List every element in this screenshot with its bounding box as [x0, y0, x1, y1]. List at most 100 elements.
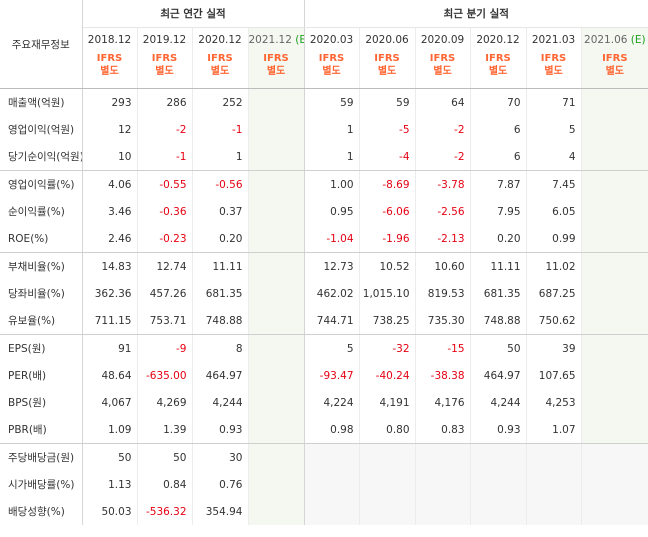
quarterly-value-cell: 0.93: [470, 416, 527, 444]
ifrs-line1: IFRS: [263, 53, 289, 64]
ifrs-label: IFRS 별도: [207, 51, 232, 78]
quarterly-value-cell: 4,253: [526, 389, 582, 416]
quarterly-value-cell: 6: [470, 116, 527, 143]
quarterly-value-cell: -4: [359, 143, 416, 171]
quarterly-value-cell: 1: [304, 143, 360, 171]
table-row: PER(배) 48.64 -635.00 464.97 -93.47 -40.24 -38.…: [0, 362, 648, 389]
annual-estimate-cell: [248, 334, 305, 362]
quarterly-value-cell: 12.73: [304, 252, 360, 280]
ifrs-label: IFRS 별도: [374, 51, 399, 78]
quarterly-value-cell: 735.30: [415, 307, 471, 335]
annual-estimate-cell: [248, 225, 305, 253]
annual-value-cell: 12: [82, 116, 138, 143]
row-label-header: 주요재무정보: [0, 0, 83, 89]
quarterly-estimate-cell: [581, 362, 648, 389]
annual-value-cell: 0.37: [192, 198, 249, 225]
ifrs-label: IFRS 별도: [152, 51, 177, 78]
annual-value-cell: 50.03: [82, 498, 138, 525]
quarterly-value-cell: 11.02: [526, 252, 582, 280]
estimate-flag: (E): [295, 33, 303, 46]
ifrs-line2: 별도: [605, 66, 625, 77]
quarterly-value-cell: -32: [359, 334, 416, 362]
annual-estimate-cell: [248, 143, 305, 171]
quarterly-value-cell: 0.98: [304, 416, 360, 444]
estimate-flag: (E): [630, 33, 646, 46]
quarterly-value-cell: [359, 471, 416, 498]
quarterly-value-cell: 4,244: [470, 389, 527, 416]
ifrs-badge-9: IFRS 별도: [581, 51, 648, 89]
annual-value-cell: 362.36: [82, 280, 138, 307]
ifrs-label: IFRS 별도: [319, 51, 344, 78]
quarterly-value-cell: 50: [470, 334, 527, 362]
quarterly-period-1: 2020.06: [359, 27, 416, 51]
row-label: 영업이익률(%): [0, 170, 83, 198]
table-row: EPS(원) 91 -9 8 5 -32 -15 50 39: [0, 334, 648, 362]
row-label: 순이익률(%): [0, 198, 83, 225]
annual-value-cell: 4.06: [82, 170, 138, 198]
quarterly-value-cell: [470, 498, 527, 525]
quarterly-value-cell: 6: [470, 143, 527, 171]
annual-value-cell: 457.26: [137, 280, 193, 307]
quarterly-value-cell: 64: [415, 88, 471, 116]
annual-estimate-period: 2021.12 (E): [248, 27, 305, 51]
ifrs-line1: IFRS: [207, 53, 233, 64]
row-label: 시가배당률(%): [0, 471, 83, 498]
quarterly-value-cell: 1: [304, 116, 360, 143]
quarterly-value-cell: [304, 443, 360, 471]
ifrs-label: IFRS 별도: [541, 51, 566, 78]
quarterly-value-cell: 0.20: [470, 225, 527, 253]
quarterly-value-cell: -1.96: [359, 225, 416, 253]
quarterly-section-title: 최근 분기 실적: [304, 0, 648, 28]
ifrs-badge-5: IFRS 별도: [359, 51, 416, 89]
annual-value-cell: 50: [137, 443, 193, 471]
ifrs-line1: IFRS: [485, 53, 511, 64]
quarterly-value-cell: [470, 471, 527, 498]
annual-value-cell: 10: [82, 143, 138, 171]
quarterly-value-cell: 59: [304, 88, 360, 116]
annual-estimate-cell: [248, 116, 305, 143]
annual-value-cell: -1: [137, 143, 193, 171]
quarterly-value-cell: 5: [526, 116, 582, 143]
ifrs-header-row: IFRS 별도 IFRS 별도 IFRS 별도 IFRS 별도 IFRS 별도 IFRS 별도 IFRS…: [0, 51, 648, 89]
quarterly-estimate-cell: [581, 198, 648, 225]
annual-value-cell: 0.20: [192, 225, 249, 253]
quarterly-estimate-cell: [581, 170, 648, 198]
table-row: 주당배당금(원) 50 50 30: [0, 443, 648, 471]
annual-value-cell: 4,244: [192, 389, 249, 416]
quarterly-period-2: 2020.09: [415, 27, 471, 51]
annual-value-cell: 12.74: [137, 252, 193, 280]
quarterly-value-cell: [359, 443, 416, 471]
annual-estimate-cell: [248, 362, 305, 389]
quarterly-value-cell: 7.87: [470, 170, 527, 198]
ifrs-line1: IFRS: [374, 53, 400, 64]
annual-value-cell: -0.36: [137, 198, 193, 225]
annual-value-cell: 50: [82, 443, 138, 471]
annual-value-cell: 286: [137, 88, 193, 116]
quarterly-value-cell: 0.95: [304, 198, 360, 225]
quarterly-value-cell: -2.56: [415, 198, 471, 225]
ifrs-line1: IFRS: [96, 53, 123, 64]
annual-value-cell: 14.83: [82, 252, 138, 280]
annual-estimate-cell: [248, 252, 305, 280]
quarterly-value-cell: -2.13: [415, 225, 471, 253]
annual-estimate-cell: [248, 443, 305, 471]
row-label: ROE(%): [0, 225, 83, 253]
ifrs-badge-1: IFRS 별도: [137, 51, 193, 89]
quarterly-value-cell: 7.45: [526, 170, 582, 198]
quarterly-value-cell: [304, 471, 360, 498]
annual-value-cell: -0.23: [137, 225, 193, 253]
annual-estimate-cell: [248, 416, 305, 444]
annual-value-cell: 0.76: [192, 471, 249, 498]
quarterly-value-cell: 744.71: [304, 307, 360, 335]
annual-value-cell: 252: [192, 88, 249, 116]
annual-value-cell: -9: [137, 334, 193, 362]
ifrs-line2: 별도: [433, 66, 452, 77]
quarterly-value-cell: 750.62: [526, 307, 582, 335]
quarterly-estimate-cell: [581, 88, 648, 116]
quarterly-value-cell: -8.69: [359, 170, 416, 198]
quarterly-value-cell: 10.52: [359, 252, 416, 280]
quarterly-value-cell: -93.47: [304, 362, 360, 389]
quarterly-estimate-cell: [581, 334, 648, 362]
quarterly-period-3: 2020.12: [470, 27, 527, 51]
table-row: ROE(%) 2.46 -0.23 0.20 -1.04 -1.96 -2.13 0.20 0.…: [0, 225, 648, 253]
